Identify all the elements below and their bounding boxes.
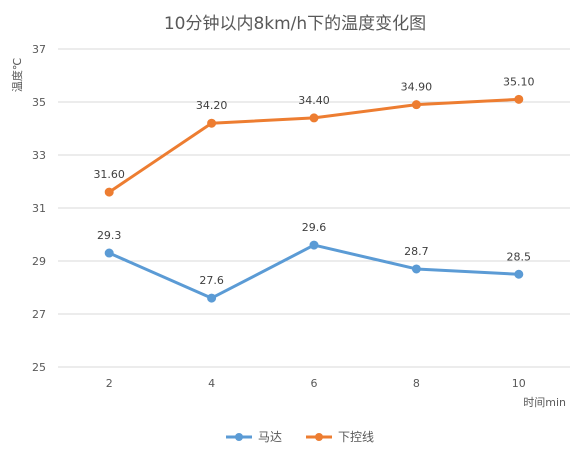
x-tick-label: 10 [512, 377, 526, 390]
data-label: 34.90 [401, 81, 433, 94]
y-tick-label: 29 [32, 255, 46, 268]
data-point [207, 293, 217, 303]
x-tick-label: 2 [106, 377, 113, 390]
data-point [207, 118, 217, 128]
y-axis-ticks: 25 27 29 31 33 35 37 [32, 43, 46, 374]
y-tick-label: 27 [32, 308, 46, 321]
data-point [309, 240, 319, 250]
grid-lines [58, 48, 570, 368]
data-label: 34.40 [298, 94, 330, 107]
data-label: 31.60 [93, 168, 125, 181]
x-tick-label: 4 [208, 377, 215, 390]
legend-marker [315, 433, 323, 441]
series-line [107, 243, 521, 300]
data-label: 29.6 [302, 221, 327, 234]
data-point [309, 113, 319, 123]
y-axis-title: 温度℃ [10, 58, 24, 92]
series-line [107, 97, 521, 194]
x-tick-label: 8 [413, 377, 420, 390]
data-label: 28.7 [404, 245, 429, 258]
data-point [104, 187, 114, 197]
series-2: 31.60 34.20 34.40 34.90 35.10 [93, 75, 535, 197]
legend-item-2: 下控线 [306, 430, 374, 444]
y-tick-label: 37 [32, 43, 46, 56]
data-label: 27.6 [199, 274, 224, 287]
legend: 马达 下控线 [226, 430, 374, 444]
legend-marker [235, 433, 243, 441]
data-point [411, 264, 421, 274]
chart-title: 10分钟以内8km/h下的温度变化图 [164, 14, 426, 34]
data-label: 29.3 [97, 229, 122, 242]
data-point [514, 269, 524, 279]
data-point [514, 94, 524, 104]
data-label: 35.10 [503, 75, 535, 88]
data-label: 34.20 [196, 99, 228, 112]
legend-label: 马达 [258, 430, 282, 444]
series-layer: 29.3 27.6 29.6 28.7 28.5 31.60 34.20 34.40 34.90… [93, 75, 535, 303]
legend-label: 下控线 [338, 430, 374, 444]
y-tick-label: 33 [32, 149, 46, 162]
x-axis-title: 时间min [523, 396, 566, 409]
y-tick-label: 35 [32, 96, 46, 109]
y-tick-label: 25 [32, 361, 46, 374]
x-tick-label: 6 [311, 377, 318, 390]
series-1: 29.3 27.6 29.6 28.7 28.5 [97, 221, 532, 303]
x-axis-ticks: 2 4 6 8 10 [106, 377, 526, 390]
data-label: 28.5 [507, 250, 532, 263]
y-tick-label: 31 [32, 202, 46, 215]
data-point [104, 248, 114, 258]
data-point [411, 100, 421, 110]
legend-item-1: 马达 [226, 430, 282, 444]
